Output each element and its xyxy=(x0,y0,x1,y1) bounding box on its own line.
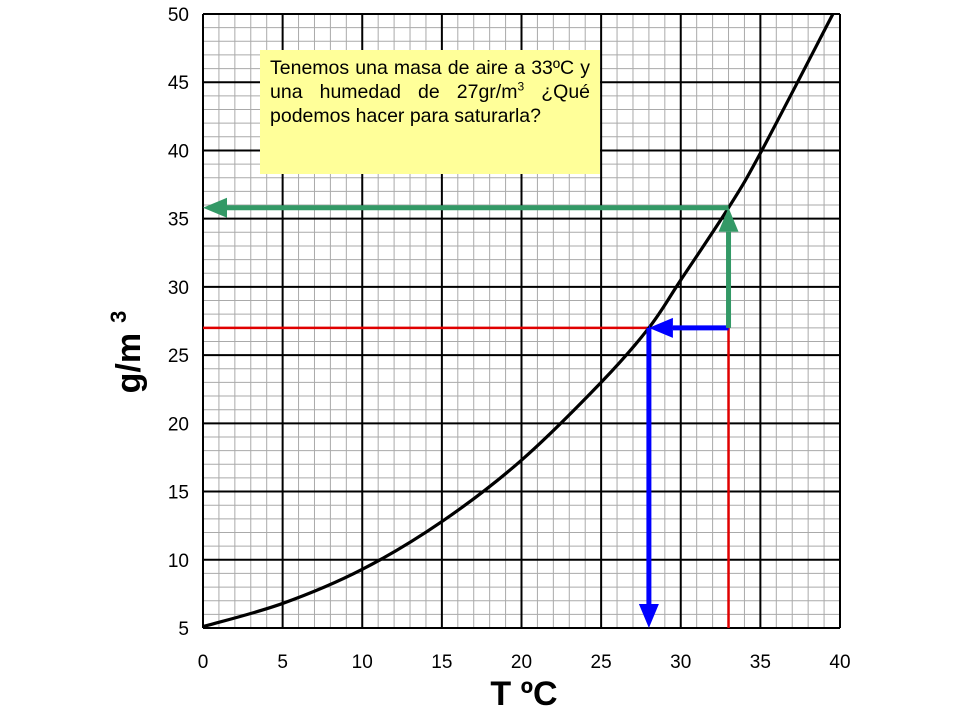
y-tick-label: 50 xyxy=(168,5,189,26)
x-tick-label: 10 xyxy=(352,652,373,673)
y-tick-label: 25 xyxy=(168,346,189,367)
x-tick-label: 35 xyxy=(750,652,771,673)
saturation-humidity-arrow-head xyxy=(203,197,227,218)
x-tick-label: 30 xyxy=(670,652,691,673)
y-tick-label: 45 xyxy=(168,73,189,94)
y-axis-title-base: g/m xyxy=(110,333,148,393)
x-tick-label: 15 xyxy=(431,652,452,673)
y-tick-labels: 5 10 15 20 25 30 35 40 45 50 xyxy=(168,5,189,640)
humidify-arrow-head xyxy=(718,207,739,232)
note-text: Tenemos una masa de aire a 33ºC y una hu… xyxy=(270,57,590,103)
y-axis-title-exponent: 3 xyxy=(106,311,131,323)
x-axis-title: T ºC xyxy=(490,675,557,713)
x-tick-label: 0 xyxy=(198,652,209,673)
y-tick-label: 5 xyxy=(178,619,189,640)
question-note: Tenemos una masa de aire a 33ºC y una hu… xyxy=(260,50,600,174)
note-question: ¿Qué podemos hacer para saturarla? xyxy=(270,81,591,127)
y-tick-label: 15 xyxy=(168,483,189,504)
y-axis-title: g/m 3 xyxy=(106,311,148,394)
x-tick-label: 25 xyxy=(591,652,612,673)
dew-point-arrow-head xyxy=(638,604,659,628)
saturation-curve xyxy=(202,13,835,629)
y-tick-label: 40 xyxy=(168,141,189,162)
y-tick-label: 35 xyxy=(168,210,189,231)
cooling-arrow-head xyxy=(648,317,673,338)
x-tick-labels: 0 5 10 15 20 25 30 35 40 xyxy=(198,652,851,673)
y-tick-label: 20 xyxy=(168,414,189,435)
x-tick-label: 20 xyxy=(511,652,532,673)
svg-text:g/m3: g/m 3 xyxy=(106,311,148,394)
y-tick-label: 10 xyxy=(168,551,189,572)
arrows xyxy=(203,197,739,628)
x-tick-label: 40 xyxy=(829,652,850,673)
y-tick-label: 30 xyxy=(168,278,189,299)
reference-lines xyxy=(203,326,730,628)
x-tick-label: 5 xyxy=(277,652,288,673)
note-superscript: 3 xyxy=(517,79,525,94)
